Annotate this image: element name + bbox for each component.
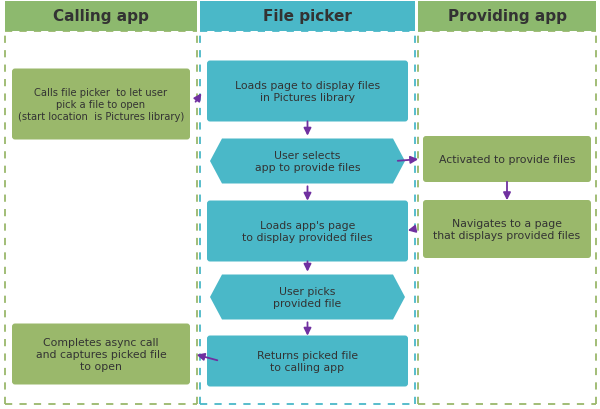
Text: Providing app: Providing app xyxy=(448,9,566,25)
Text: User picks
provided file: User picks provided file xyxy=(274,286,341,308)
Text: Loads page to display files
in Pictures library: Loads page to display files in Pictures … xyxy=(235,81,380,103)
Text: User selects
app to provide files: User selects app to provide files xyxy=(255,151,360,173)
Polygon shape xyxy=(210,139,405,184)
FancyBboxPatch shape xyxy=(423,137,591,182)
Text: Loads app's page
to display provided files: Loads app's page to display provided fil… xyxy=(242,220,373,243)
FancyBboxPatch shape xyxy=(200,2,415,32)
Polygon shape xyxy=(210,275,405,320)
Text: Calls file picker  to let user
pick a file to open
(start location  is Pictures : Calls file picker to let user pick a fil… xyxy=(18,88,184,122)
Text: Completes async call
and captures picked file
to open: Completes async call and captures picked… xyxy=(35,337,166,371)
FancyBboxPatch shape xyxy=(12,70,190,140)
FancyBboxPatch shape xyxy=(207,61,408,122)
FancyBboxPatch shape xyxy=(12,324,190,384)
Text: Activated to provide files: Activated to provide files xyxy=(439,155,575,164)
FancyBboxPatch shape xyxy=(418,2,596,32)
FancyBboxPatch shape xyxy=(5,2,197,32)
FancyBboxPatch shape xyxy=(207,201,408,262)
Text: Calling app: Calling app xyxy=(53,9,149,25)
Text: Navigates to a page
that displays provided files: Navigates to a page that displays provid… xyxy=(433,218,581,240)
FancyBboxPatch shape xyxy=(423,200,591,258)
FancyBboxPatch shape xyxy=(207,336,408,387)
Text: File picker: File picker xyxy=(263,9,352,25)
Text: Returns picked file
to calling app: Returns picked file to calling app xyxy=(257,350,358,372)
